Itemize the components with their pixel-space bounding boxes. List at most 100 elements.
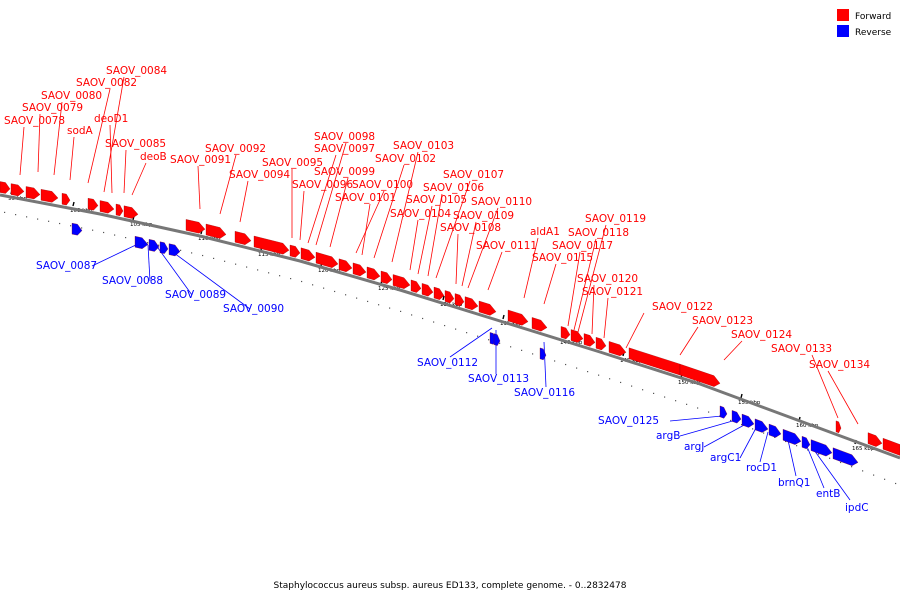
gene-argj [741, 413, 755, 428]
leader-line [355, 190, 385, 254]
ruler-dot [631, 385, 633, 387]
gene-saov-0113 [493, 333, 501, 346]
leader-line [361, 203, 371, 256]
gene-alda1 [507, 309, 529, 326]
ruler-dot [642, 389, 644, 391]
gene-label-alda1: aldA1 [530, 226, 560, 238]
gene-saov-0089 [159, 241, 169, 254]
ruler-dot [356, 297, 358, 299]
gene-label-saov-0094: SAOV_0094 [229, 169, 290, 181]
legend-reverse-swatch [837, 25, 849, 37]
leader-line [603, 297, 609, 339]
ruler-dot [81, 227, 83, 229]
gene-saov-0102 [380, 270, 393, 284]
gene-label-saov-0123: SAOV_0123 [692, 315, 753, 327]
leader-line [91, 242, 141, 267]
ruler-dot [37, 218, 39, 220]
ruler-dot [59, 222, 61, 225]
legend-forward-label: Forward [855, 12, 891, 22]
gene-saov-0107 [444, 290, 455, 304]
ruler-dot [378, 304, 380, 306]
ruler-dot [433, 321, 435, 323]
ruler-dot [180, 249, 182, 251]
gene-saov-0116 [539, 347, 547, 361]
gene-saov-0115 [531, 317, 548, 332]
leader-line [811, 354, 839, 419]
ruler-dot [532, 353, 534, 355]
gene-saov-0080 [40, 189, 59, 203]
legend-reverse-label: Reverse [855, 28, 892, 38]
leader-line [573, 238, 597, 331]
gene-label-saov-0111: SAOV_0111 [476, 240, 537, 252]
leader-line [409, 219, 419, 271]
gene-label-saov-0103: SAOV_0103 [393, 140, 454, 152]
ruler-dot [851, 466, 853, 468]
ruler-dot [257, 269, 259, 271]
gene-argc1 [754, 418, 769, 433]
gene-label-saov-0102: SAOV_0102 [375, 153, 436, 165]
leader-line [299, 190, 305, 241]
gene-label-deob: deoB [140, 151, 167, 163]
gene-saov-0098 [315, 251, 339, 268]
leader-line [169, 249, 251, 310]
leader-line [315, 142, 347, 246]
ruler-dot [675, 400, 677, 402]
gene-label-saov-0116: SAOV_0116 [514, 387, 575, 399]
gene-label-saov-0079: SAOV_0079 [22, 102, 83, 114]
ruler-dot [763, 432, 765, 434]
ruler-tick-label: 165 kbp [852, 446, 875, 452]
ruler-dot [730, 419, 732, 422]
ruler-dot [400, 310, 402, 312]
gene-label-deod1: deoD1 [94, 113, 128, 125]
ruler-dot [774, 436, 776, 438]
ruler-dot [125, 237, 127, 239]
ruler-dot [895, 482, 897, 485]
label-leader-lines [19, 76, 859, 501]
leader-line [197, 165, 201, 210]
ruler-dot [499, 342, 501, 344]
ruler-dot [840, 461, 842, 464]
gene-soda [61, 193, 71, 206]
leader-line [87, 88, 111, 184]
ruler-dot [818, 453, 820, 455]
gene-saov-0079 [10, 183, 25, 197]
ruler-dot [48, 220, 50, 222]
ruler-dot [345, 294, 347, 296]
leader-line [37, 113, 41, 173]
gene-saov-0103 [392, 274, 411, 289]
gene-saov-0134 [882, 437, 900, 456]
ruler-major-tick [442, 295, 445, 301]
leader-line [391, 151, 419, 263]
gene-label-saov-0110: SAOV_0110 [471, 196, 532, 208]
ruler-dot [873, 474, 875, 476]
ruler-dot [686, 403, 688, 405]
gene-ipdc [810, 439, 833, 457]
ruler-tick-label: 125 kbp [378, 286, 401, 292]
ruler-dot [15, 214, 17, 216]
gene-label-saov-0117: SAOV_0117 [552, 240, 613, 252]
ruler-dot [609, 378, 611, 380]
ruler-dot [653, 392, 655, 394]
legend-forward-swatch [837, 9, 849, 21]
leader-line [157, 247, 193, 296]
gene-saov-0096 [289, 244, 301, 258]
legend: Forward Reverse [837, 9, 892, 38]
gene-brnq1 [782, 428, 802, 445]
leader-line [123, 149, 127, 194]
ruler-dot [785, 440, 787, 443]
gene-ipdc [832, 447, 859, 466]
ruler-dot [807, 449, 809, 451]
gene-label-saov-0106: SAOV_0106 [423, 182, 484, 194]
ruler-major-tick [502, 314, 505, 320]
leader-line [543, 341, 547, 388]
ruler-dot [301, 280, 303, 283]
gene-label-saov-0105: SAOV_0105 [406, 194, 467, 206]
gene-label-saov-0119: SAOV_0119 [585, 213, 646, 225]
genome-backbone [0, 193, 900, 460]
gene-label-argb: argB [656, 430, 680, 442]
gene-saov-0092 [205, 223, 227, 239]
gene-saov-0134 [867, 432, 883, 447]
gene-label-saov-0112: SAOV_0112 [417, 357, 478, 369]
ruler-dot [411, 314, 413, 316]
ruler-dot [488, 339, 490, 341]
